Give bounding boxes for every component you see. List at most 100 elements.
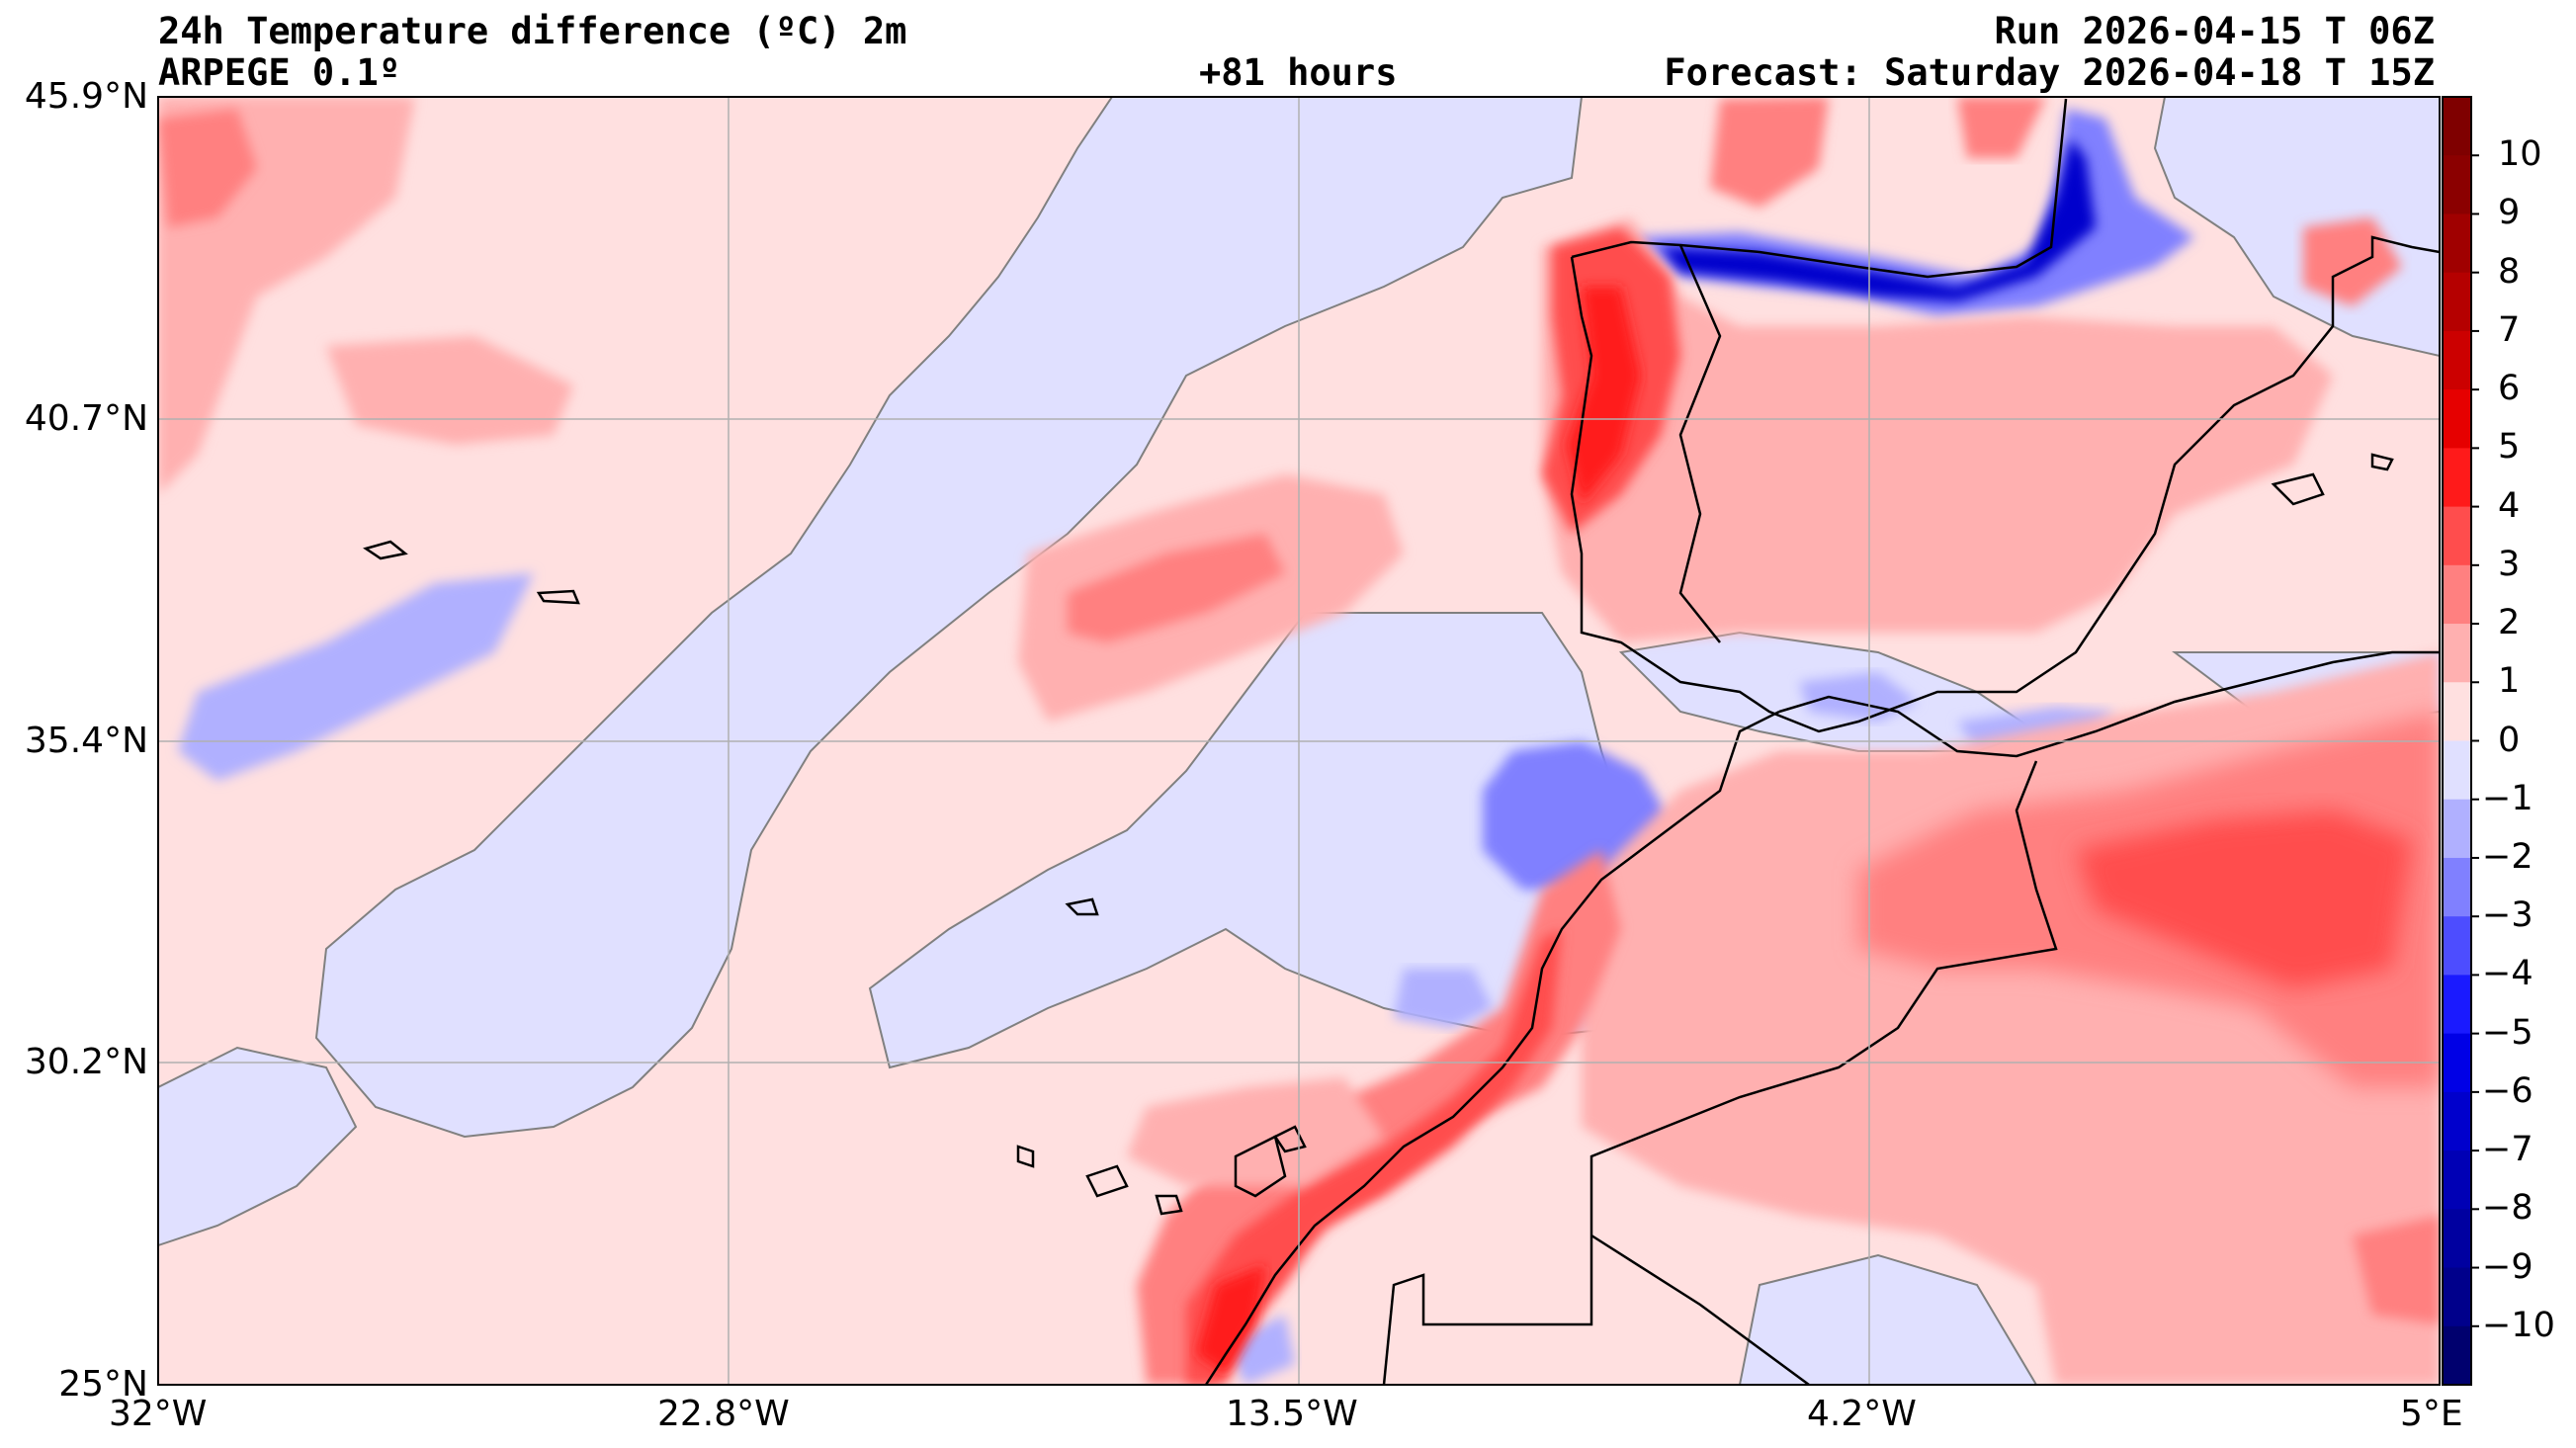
forecast-label: Forecast: Saturday 2026-04-18 T 15Z bbox=[1664, 51, 2435, 94]
colorbar-segment bbox=[2443, 1091, 2471, 1151]
positive-anomaly-region bbox=[1127, 1077, 1384, 1186]
colorbar-segment bbox=[2443, 506, 2471, 566]
negative-anomaly-region bbox=[1394, 969, 1493, 1028]
colorbar-segment bbox=[2443, 155, 2471, 214]
colorbar-segment bbox=[2443, 740, 2471, 801]
island-outline bbox=[1155, 1194, 1183, 1216]
africa-coastline bbox=[1204, 710, 1780, 1385]
colorbar bbox=[2443, 97, 2479, 1386]
colorbar-label: 2 bbox=[2498, 603, 2521, 643]
colorbar-label: −7 bbox=[2482, 1130, 2533, 1170]
island-outline bbox=[2370, 453, 2394, 471]
warm-anomaly-core bbox=[1196, 1265, 1265, 1374]
warm-anomaly-core bbox=[2076, 810, 2412, 988]
colorbar-segment bbox=[2443, 916, 2471, 976]
figure-title: 24h Temperature difference (ºC) 2m bbox=[158, 10, 907, 52]
island-outline bbox=[1234, 1135, 1287, 1198]
negative-anomaly-region bbox=[1226, 1315, 1295, 1385]
lon-label: 5°E bbox=[2400, 1394, 2463, 1434]
colorbar-segment bbox=[2443, 97, 2471, 156]
negative-anomaly-region bbox=[178, 573, 534, 781]
island-outline bbox=[536, 589, 580, 605]
lat-label: 30.2°N bbox=[24, 1042, 148, 1082]
africa-coastline bbox=[1778, 650, 2440, 758]
lat-label: 25°N bbox=[58, 1364, 148, 1405]
colorbar-label: 6 bbox=[2498, 369, 2521, 409]
positive-anomaly-region bbox=[2353, 1216, 2440, 1324]
positive-anomaly-region bbox=[158, 109, 257, 227]
negative-anomaly-region bbox=[158, 1046, 358, 1247]
island-outline bbox=[1273, 1125, 1307, 1153]
colorbar-segment bbox=[2443, 213, 2471, 274]
positive-anomaly-region bbox=[1710, 97, 1829, 208]
island-outline bbox=[363, 540, 408, 560]
colorbar-segment bbox=[2443, 330, 2471, 390]
plot-frame bbox=[157, 96, 2441, 1386]
lead-time-label: +81 hours bbox=[1199, 51, 1398, 94]
colorbar-segment bbox=[2443, 1209, 2471, 1269]
island-outline bbox=[1016, 1145, 1035, 1168]
colorbar-segment bbox=[2443, 1267, 2471, 1327]
border-line bbox=[1590, 1234, 1810, 1385]
island-outline bbox=[1085, 1164, 1129, 1198]
colorbar-segment bbox=[2443, 1150, 2471, 1210]
positive-anomaly-region bbox=[1068, 534, 1285, 642]
island-outline bbox=[1065, 897, 1099, 916]
colorbar-segment bbox=[2443, 624, 2471, 683]
warm-anomaly-core bbox=[1567, 287, 1641, 504]
colorbar-segment bbox=[2443, 799, 2471, 859]
negative-anomaly-region bbox=[314, 97, 1584, 1139]
colorbar-segment bbox=[2443, 975, 2471, 1035]
positive-anomaly-region bbox=[326, 336, 573, 445]
cold-anomaly-core bbox=[1661, 138, 2096, 301]
colorbar-segment bbox=[2443, 564, 2471, 625]
colorbar-label: −9 bbox=[2482, 1246, 2533, 1287]
lat-label: 45.9°N bbox=[24, 76, 148, 117]
lon-label: 22.8°W bbox=[657, 1394, 790, 1434]
lon-label: 4.2°W bbox=[1807, 1394, 1917, 1434]
run-label: Run 2026-04-15 T 06Z bbox=[1994, 10, 2435, 52]
colorbar-label: 5 bbox=[2498, 427, 2521, 468]
coastlines bbox=[363, 98, 2440, 1385]
colorbar-label: 0 bbox=[2498, 720, 2521, 760]
island-outline bbox=[2271, 472, 2325, 506]
border-line bbox=[1382, 760, 2058, 1385]
iberia-coastline bbox=[1570, 235, 2440, 733]
lon-label: 13.5°W bbox=[1226, 1394, 1358, 1434]
gridlines bbox=[158, 97, 2440, 1385]
colorbar-label: 10 bbox=[2498, 134, 2542, 175]
colorbar-label: 8 bbox=[2498, 251, 2521, 292]
colorbar-label: −1 bbox=[2482, 778, 2533, 818]
colorbar-label: 7 bbox=[2498, 309, 2521, 350]
colorbar-segment bbox=[2443, 448, 2471, 508]
colorbar-label: 9 bbox=[2498, 193, 2521, 233]
colorbar-segment bbox=[2443, 1033, 2471, 1093]
colorbar-label: −6 bbox=[2482, 1070, 2533, 1111]
lon-label: 32°W bbox=[109, 1394, 208, 1434]
colorbar-label: −5 bbox=[2482, 1012, 2533, 1053]
iberia-coastline bbox=[1571, 98, 2068, 279]
colorbar-label: −8 bbox=[2482, 1188, 2533, 1229]
colorbar-segment bbox=[2443, 682, 2471, 741]
colorbar-label: −10 bbox=[2482, 1305, 2555, 1345]
colorbar-label: −4 bbox=[2482, 954, 2533, 994]
colorbar-label: 4 bbox=[2498, 485, 2521, 526]
colorbar-segment bbox=[2443, 389, 2471, 449]
colorbar-frame bbox=[2442, 96, 2472, 1386]
colorbar-label: −2 bbox=[2482, 836, 2533, 877]
colorbar-label: 3 bbox=[2498, 544, 2521, 584]
colorbar-label: 1 bbox=[2498, 661, 2521, 702]
lat-label: 40.7°N bbox=[24, 398, 148, 439]
border-line bbox=[1678, 244, 1722, 643]
lat-label: 35.4°N bbox=[24, 721, 148, 761]
colorbar-segment bbox=[2443, 272, 2471, 332]
colorbar-segment bbox=[2443, 1325, 2471, 1386]
positive-anomaly-region bbox=[1542, 217, 2333, 642]
positive-anomaly-region bbox=[1957, 97, 2046, 158]
colorbar-label: −3 bbox=[2482, 895, 2533, 936]
negative-anomaly-region bbox=[1738, 1253, 2038, 1385]
model-label: ARPEGE 0.1º bbox=[158, 51, 401, 94]
colorbar-segment bbox=[2443, 857, 2471, 917]
